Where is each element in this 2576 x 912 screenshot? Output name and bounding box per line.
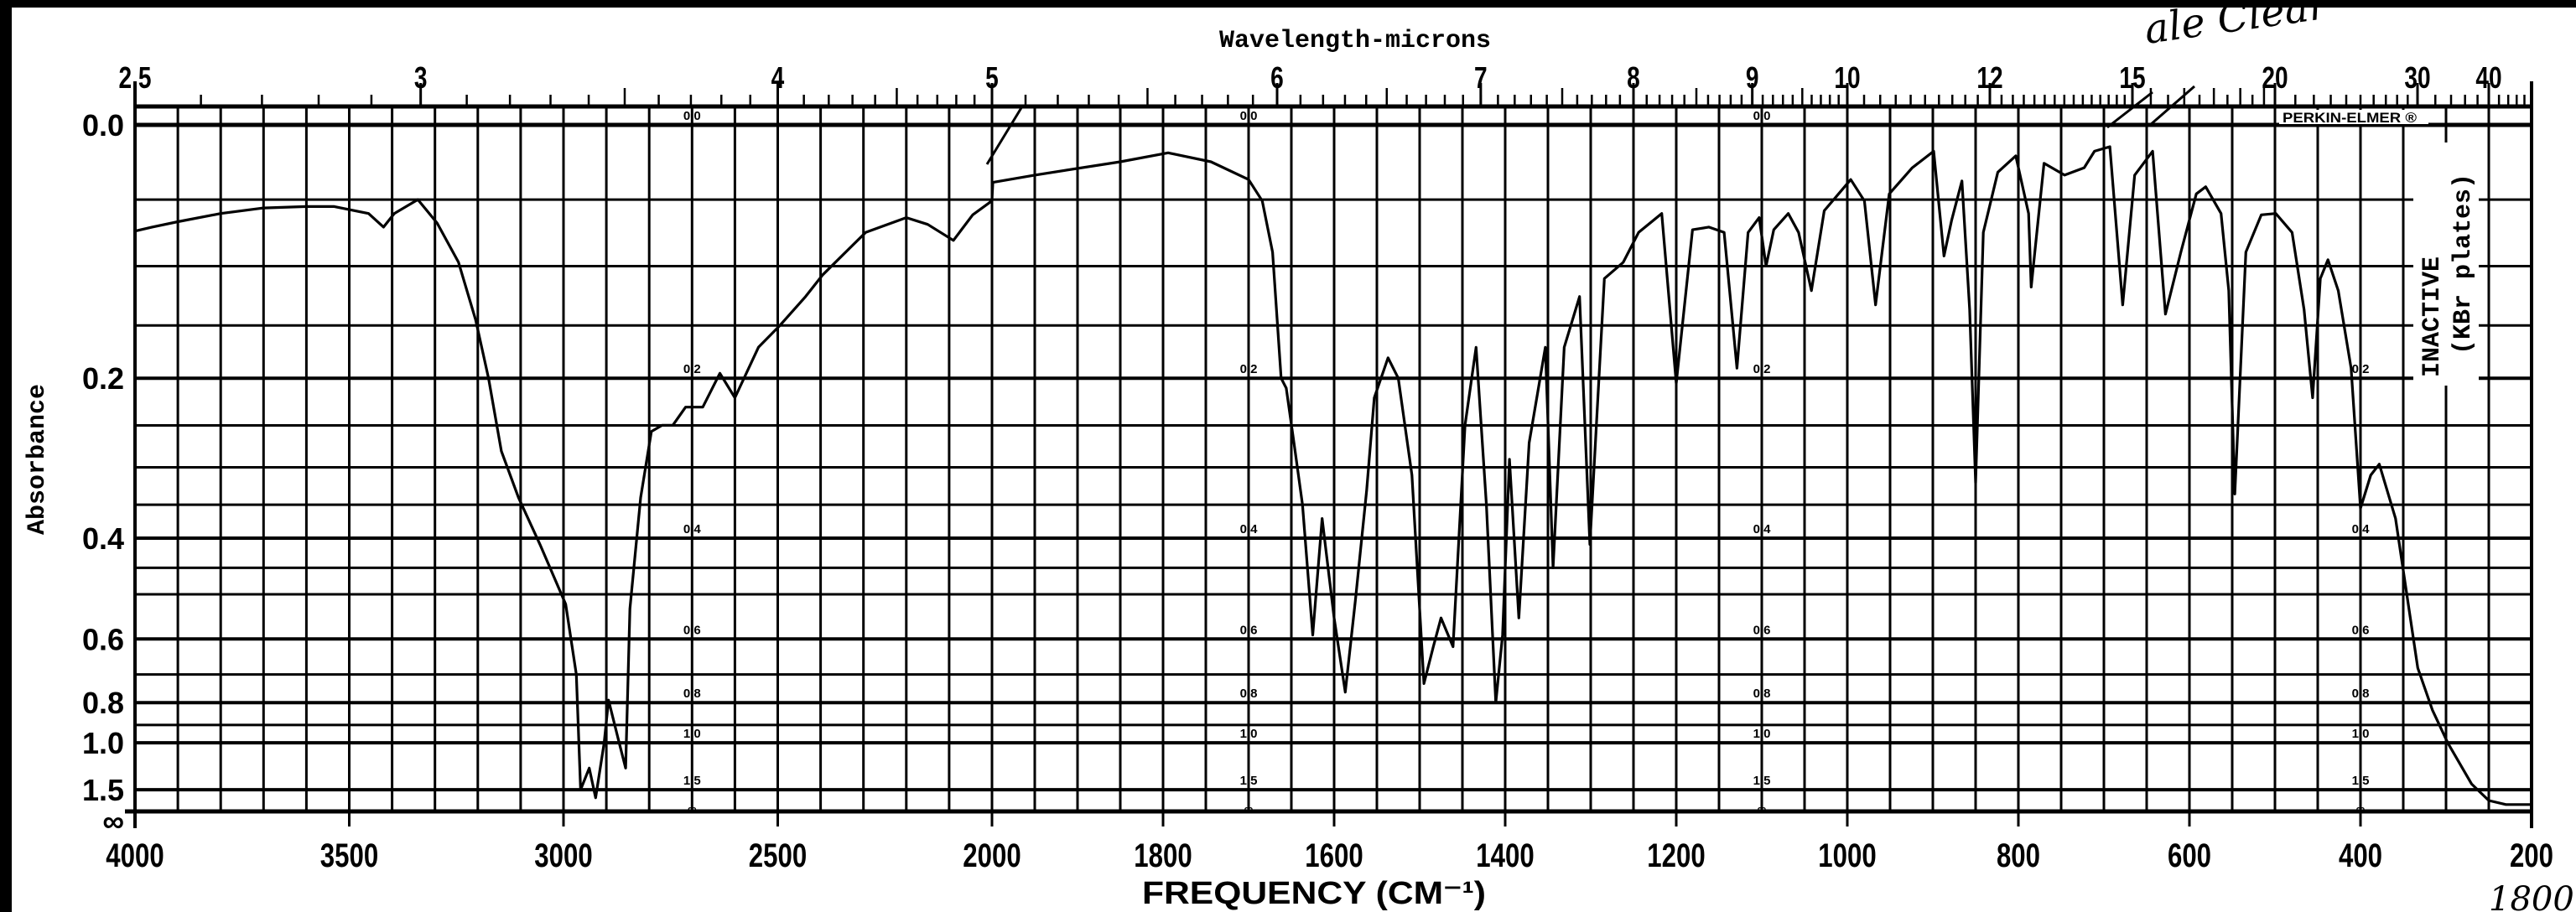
wavelength-axis: 2.5 3 4 5 6 7 8 9 10 12 15 20 30 40 bbox=[118, 61, 2526, 106]
inner-scale-label: 0.2 bbox=[683, 362, 701, 376]
frequency-tick-label: 600 bbox=[2168, 837, 2211, 874]
absorbance-tick-label: 0.8 bbox=[82, 686, 124, 720]
inner-absorbance-scales: 0.0 0.2 0.4 0.6 0.8 1.0 1.5 ∞ 0.0 0.2 0.4 0.6 0.8 1.0… bbox=[683, 109, 2370, 816]
inner-scale-label: 1.0 bbox=[1240, 727, 1258, 741]
handwritten-note-top: ale Clear bbox=[2142, 0, 2333, 54]
inner-scale-label: 1.0 bbox=[683, 727, 701, 741]
inner-scale-label: 0.4 bbox=[2352, 522, 2371, 536]
spectrum-line bbox=[134, 145, 2532, 806]
inner-scale-label: 0.0 bbox=[1240, 109, 1258, 123]
absorbance-tick-label: ∞ bbox=[102, 804, 124, 838]
frequency-tick-label: 2500 bbox=[749, 837, 807, 874]
inner-scale-label: ∞ bbox=[1244, 802, 1254, 816]
frequency-axis: 4000 3500 3000 2500 2000 1800 1600 1400 1200 1000… bbox=[106, 811, 2553, 874]
pen-mark-line bbox=[2148, 85, 2195, 127]
inner-scale-label: ∞ bbox=[2356, 802, 2366, 816]
inner-scale-label: 0.4 bbox=[1240, 522, 1259, 536]
pen-arrow-5-micron bbox=[985, 106, 1024, 165]
inner-scale-label: 0.8 bbox=[1240, 687, 1258, 701]
scan-border-top bbox=[0, 0, 2576, 8]
wavelength-tick-label: 40 bbox=[2475, 61, 2501, 95]
inner-scale-label: 0.4 bbox=[683, 522, 702, 536]
frequency-tick-label: 800 bbox=[1997, 837, 2040, 874]
frequency-tick-label: 3500 bbox=[320, 837, 378, 874]
frequency-tick-label: 400 bbox=[2339, 837, 2382, 874]
y-axis-title: Absorbance bbox=[23, 384, 52, 535]
handwritten-note-bottom: 1800 bbox=[2489, 880, 2574, 912]
brand-box bbox=[2279, 110, 2428, 124]
scan-border-left bbox=[0, 0, 12, 912]
inner-scale-label: 0.6 bbox=[1753, 623, 1771, 637]
wavelength-tick-label: 6 bbox=[1270, 61, 1284, 95]
inner-scale-label: 0.6 bbox=[2352, 623, 2370, 637]
frequency-tick-label: 3000 bbox=[534, 837, 592, 874]
x-axis-title: FREQUENCY (CM⁻¹) bbox=[1142, 876, 1486, 911]
pen-marks bbox=[985, 85, 2195, 165]
wavelength-tick-label: 20 bbox=[2262, 61, 2288, 95]
frequency-tick-label: 1400 bbox=[1476, 837, 1534, 874]
inner-scale-label: 1.5 bbox=[2352, 774, 2370, 788]
wavelength-tick-label: 2.5 bbox=[118, 61, 151, 95]
perkin-elmer-logo: PERKIN-ELMER ® bbox=[2283, 110, 2418, 126]
inner-scale-label: 0.8 bbox=[1753, 687, 1771, 701]
inner-scale-label: 1.0 bbox=[2352, 727, 2370, 741]
inactive-label-box bbox=[2413, 142, 2479, 386]
wavelength-tick-label: 8 bbox=[1627, 61, 1640, 95]
absorbance-tick-label: 0.2 bbox=[82, 361, 124, 396]
wavelength-tick-label: 4 bbox=[771, 61, 785, 95]
inner-scale-label: 1.5 bbox=[1753, 774, 1771, 788]
inner-scale-label: 0.8 bbox=[683, 687, 701, 701]
inner-scale-label: 0.6 bbox=[1240, 623, 1258, 637]
inner-scale-label: ∞ bbox=[1758, 802, 1767, 816]
frequency-tick-label: 1200 bbox=[1647, 837, 1705, 874]
inner-scale-label: 0.4 bbox=[1753, 522, 1772, 536]
wavelength-tick-label: 12 bbox=[1976, 61, 2002, 95]
wavelength-tick-label: 9 bbox=[1746, 61, 1759, 95]
frequency-tick-label: 2000 bbox=[963, 837, 1021, 874]
wavelength-tick-label: 7 bbox=[1474, 61, 1488, 95]
absorbance-tick-label: 0.0 bbox=[82, 108, 124, 142]
absorbance-tick-label: 0.6 bbox=[82, 622, 124, 656]
absorbance-tick-label: 0.4 bbox=[82, 521, 124, 556]
frequency-tick-label: 1600 bbox=[1305, 837, 1363, 874]
wavelength-tick-label: 10 bbox=[1834, 61, 1860, 95]
absorbance-tick-label: 1.0 bbox=[82, 726, 124, 760]
inactive-label: INACTIVE bbox=[2418, 256, 2447, 377]
inner-scale-label: 1.0 bbox=[1753, 727, 1771, 741]
inner-scale-label: 0.0 bbox=[683, 109, 701, 123]
inner-scale-label: 0.2 bbox=[1753, 362, 1771, 376]
inner-scale-label: 0.6 bbox=[683, 623, 701, 637]
frequency-tick-label: 4000 bbox=[106, 837, 164, 874]
inner-scale-label: 0.2 bbox=[1240, 362, 1258, 376]
wavelength-axis-title: Wavelength-microns bbox=[1219, 27, 1491, 55]
grid bbox=[133, 106, 2533, 811]
inner-scale-label: 1.5 bbox=[683, 774, 701, 788]
plot-frame bbox=[125, 81, 2533, 828]
inner-scale-label: 0.2 bbox=[2352, 362, 2370, 376]
inner-scale-label: 0.0 bbox=[1753, 109, 1771, 123]
kbr-plates-label: (KBr plates) bbox=[2449, 174, 2478, 355]
absorbance-axis: 0.0 0.2 0.4 0.6 0.8 1.0 1.5∞ bbox=[82, 108, 124, 838]
inner-scale-label: 1.5 bbox=[1240, 774, 1258, 788]
wavelength-tick-label: 15 bbox=[2119, 61, 2145, 95]
inner-scale-label: ∞ bbox=[688, 802, 697, 816]
wavelength-tick-label: 30 bbox=[2404, 61, 2430, 95]
absorbance-tick-label: 1.5 bbox=[82, 773, 124, 807]
inner-scale-label: 0.8 bbox=[2352, 687, 2370, 701]
wavelength-tick-label: 5 bbox=[985, 61, 999, 95]
wavelength-tick-label: 3 bbox=[414, 61, 428, 95]
pen-mark-line bbox=[2106, 91, 2153, 129]
frequency-tick-label: 200 bbox=[2510, 837, 2553, 874]
frequency-tick-label: 1800 bbox=[1134, 837, 1192, 874]
frequency-tick-label: 1000 bbox=[1818, 837, 1876, 874]
